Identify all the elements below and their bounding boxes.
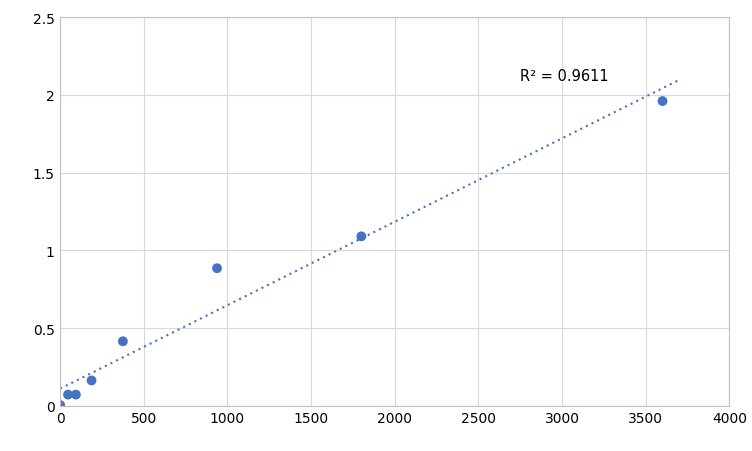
Point bbox=[211, 265, 223, 272]
Point bbox=[70, 391, 82, 398]
Point bbox=[62, 391, 74, 398]
Text: R² = 0.9611: R² = 0.9611 bbox=[520, 69, 609, 84]
Point bbox=[86, 377, 98, 384]
Point bbox=[117, 338, 129, 345]
Point bbox=[355, 233, 367, 240]
Point bbox=[656, 98, 669, 106]
Point bbox=[54, 401, 66, 409]
